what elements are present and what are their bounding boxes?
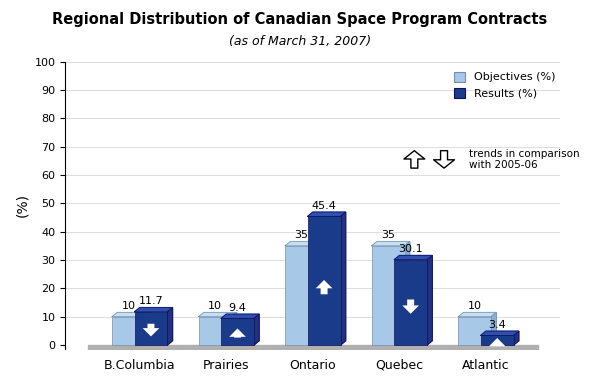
- Text: trends in comparison
with 2005-06: trends in comparison with 2005-06: [469, 149, 580, 170]
- Text: 35: 35: [295, 230, 308, 240]
- Text: Regional Distribution of Canadian Space Program Contracts: Regional Distribution of Canadian Space …: [52, 12, 548, 27]
- Polygon shape: [341, 212, 346, 345]
- Text: 45.4: 45.4: [311, 201, 337, 211]
- Polygon shape: [112, 312, 150, 317]
- Text: 9.4: 9.4: [229, 303, 247, 313]
- Text: 11.7: 11.7: [139, 296, 163, 306]
- Polygon shape: [134, 308, 173, 312]
- Polygon shape: [491, 312, 496, 345]
- Polygon shape: [145, 312, 150, 345]
- Polygon shape: [427, 255, 432, 345]
- Bar: [394, 260, 427, 345]
- Polygon shape: [167, 308, 173, 345]
- Bar: [371, 246, 404, 345]
- Y-axis label: (%): (%): [15, 194, 29, 217]
- Legend: Objectives (%), Results (%): Objectives (%), Results (%): [449, 67, 560, 103]
- Polygon shape: [404, 241, 410, 345]
- Polygon shape: [394, 255, 432, 260]
- Text: 30.1: 30.1: [398, 244, 423, 254]
- Text: (as of March 31, 2007): (as of March 31, 2007): [229, 35, 371, 48]
- Bar: [308, 216, 341, 345]
- Bar: [481, 336, 514, 345]
- Text: 10: 10: [208, 301, 222, 311]
- Bar: [134, 312, 167, 345]
- Text: 10: 10: [121, 301, 136, 311]
- Bar: [458, 317, 491, 345]
- Polygon shape: [232, 312, 236, 345]
- Polygon shape: [318, 241, 323, 345]
- Bar: [221, 319, 254, 345]
- Polygon shape: [481, 331, 519, 336]
- Polygon shape: [371, 241, 410, 246]
- Bar: [112, 317, 145, 345]
- Polygon shape: [458, 312, 496, 317]
- Polygon shape: [308, 212, 346, 216]
- Bar: [285, 246, 318, 345]
- Polygon shape: [285, 241, 323, 246]
- Bar: [199, 317, 232, 345]
- Polygon shape: [254, 314, 259, 345]
- Text: 3.4: 3.4: [488, 320, 506, 330]
- Polygon shape: [514, 331, 519, 345]
- Polygon shape: [221, 314, 259, 319]
- Text: 10: 10: [468, 301, 482, 311]
- Text: 35: 35: [381, 230, 395, 240]
- Polygon shape: [199, 312, 236, 317]
